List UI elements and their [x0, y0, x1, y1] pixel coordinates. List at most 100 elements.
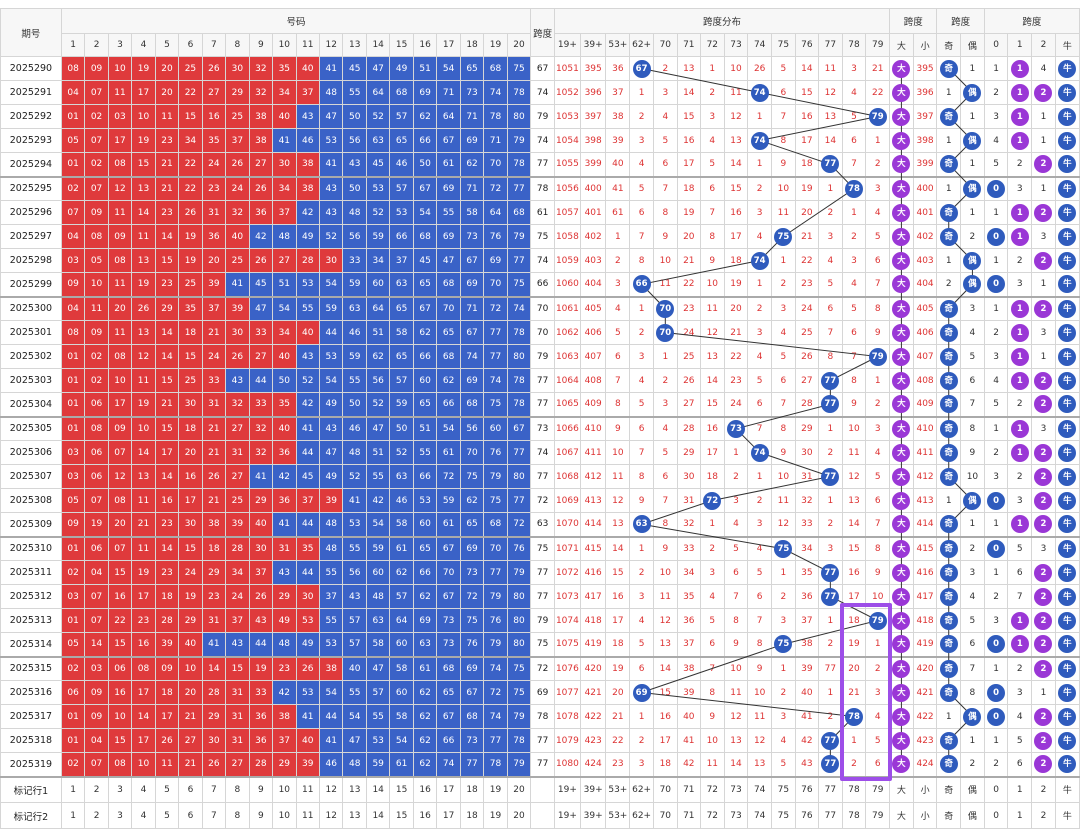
- number-cell: 38: [295, 176, 321, 201]
- number-cell: 08: [131, 656, 156, 681]
- table-row: 2025315 02 03 06 08 09 10 14 15 19 23 26 38 40 47 58 61 6…: [0, 656, 1080, 681]
- number-cell: 10: [84, 272, 109, 298]
- number-cell: 57: [389, 584, 414, 609]
- parity-ball: 奇: [939, 59, 958, 78]
- col-number-20: 20: [506, 33, 532, 57]
- parity-cell: 奇: [936, 728, 962, 753]
- parity-cell: 奇: [936, 224, 962, 249]
- span-dist-cell: 21: [841, 680, 867, 705]
- col-span-74: 74: [747, 33, 773, 57]
- number-cell: 53: [389, 200, 414, 225]
- number-cell: 10: [131, 752, 156, 778]
- parity-cell: 1: [960, 104, 985, 129]
- number-cell: 01: [60, 728, 86, 753]
- number-cell: 48: [342, 752, 367, 778]
- number-cell: 62: [412, 680, 438, 705]
- span-dist-cell: 2: [865, 656, 891, 681]
- span-dist-cell: 8: [841, 368, 867, 393]
- number-cell: 39: [154, 632, 180, 658]
- size-miss-cell: 420: [912, 656, 938, 681]
- mod-next-ball: 牛: [1058, 755, 1077, 774]
- footer-number: 8: [225, 802, 250, 829]
- span-dist-cell: 19: [841, 632, 867, 658]
- period-cell: 2025298: [0, 248, 62, 273]
- mod-next-ball: 牛: [1058, 683, 1077, 702]
- span-dist-cell: 11: [699, 296, 725, 321]
- number-cell: 47: [319, 440, 344, 465]
- number-cell: 44: [295, 560, 321, 585]
- span-dist-cell: 4: [699, 584, 725, 609]
- number-cell: 42: [365, 488, 391, 513]
- size-cell: 大: [889, 728, 914, 753]
- number-cell: 73: [436, 632, 461, 658]
- size-cell: 大: [889, 176, 914, 201]
- number-cell: 22: [178, 80, 203, 105]
- number-cell: 78: [506, 368, 532, 393]
- number-cell: 55: [342, 80, 367, 105]
- span-dist-cell: 5: [771, 56, 796, 81]
- number-cell: 78: [506, 392, 532, 418]
- span-dist-cell: 78: [841, 704, 867, 729]
- period-cell: 2025317: [0, 704, 62, 729]
- span-dist-cell: 3: [771, 704, 796, 729]
- table-row: 2025306 03 06 07 14 17 20 21 31 32 36 44 47 48 51 52 55 6…: [0, 440, 1080, 465]
- span-dist-cell: 410: [579, 416, 607, 441]
- parity-cell: 偶: [960, 704, 985, 729]
- parity-cell: 偶: [960, 80, 985, 105]
- span-dist-cell: 5: [865, 224, 891, 249]
- number-cell: 46: [389, 488, 414, 513]
- span-dist-cell: 17: [841, 584, 867, 609]
- size-cell: 大: [889, 320, 914, 345]
- col-span-53+: 53+: [605, 33, 631, 57]
- size-miss-cell: 396: [912, 80, 938, 105]
- number-cell: 23: [154, 512, 180, 538]
- number-cell: 34: [272, 320, 297, 345]
- number-cell: 23: [154, 128, 180, 153]
- span-dist-cell: 9: [771, 152, 796, 178]
- number-cell: 16: [131, 632, 156, 658]
- number-cell: 21: [201, 440, 227, 465]
- span-dist-cell: 16: [723, 200, 749, 225]
- number-cell: 17: [131, 584, 156, 609]
- span-dist-cell: 7: [652, 176, 678, 201]
- number-cell: 55: [319, 560, 344, 585]
- span-dist-cell: 40: [794, 680, 820, 705]
- span-dist-cell: 22: [794, 248, 820, 273]
- col-mod: 2: [1031, 33, 1056, 57]
- number-cell: 62: [459, 488, 485, 513]
- period-cell: 2025292: [0, 104, 62, 129]
- number-cell: 48: [319, 512, 344, 538]
- span-dist-cell: 401: [579, 200, 607, 225]
- size-ball: 大: [892, 251, 911, 270]
- mod-next-ball: 牛: [1058, 227, 1077, 246]
- number-cell: 53: [295, 608, 321, 633]
- size-ball: 大: [892, 275, 911, 294]
- span-dist-cell: 61: [605, 200, 631, 225]
- span-dist-cell: 10: [771, 464, 796, 489]
- size-ball: 大: [892, 347, 911, 366]
- number-cell: 73: [459, 728, 485, 753]
- number-cell: 11: [131, 488, 156, 513]
- span-dist-cell: 10: [841, 416, 867, 441]
- number-cell: 33: [342, 248, 367, 273]
- number-cell: 02: [60, 656, 86, 681]
- footer-number: 17: [436, 802, 461, 829]
- number-cell: 03: [60, 248, 86, 273]
- span-ball: 77: [821, 731, 840, 750]
- number-cell: 59: [342, 272, 367, 298]
- number-cell: 57: [342, 632, 367, 658]
- size-cell: 大: [889, 200, 914, 225]
- number-cell: 30: [178, 392, 203, 418]
- number-cell: 77: [506, 488, 532, 513]
- span-dist-cell: 5: [629, 632, 654, 658]
- number-cell: 77: [483, 344, 508, 369]
- size-cell: 大: [889, 536, 914, 561]
- number-cell: 17: [154, 440, 180, 465]
- period-cell: 2025304: [0, 392, 62, 418]
- number-cell: 71: [436, 80, 461, 105]
- footer-span-dist: 70: [652, 802, 678, 829]
- period-cell: 2025312: [0, 584, 62, 609]
- span-dist-cell: 22: [865, 80, 891, 105]
- number-cell: 56: [365, 368, 391, 393]
- number-cell: 21: [201, 488, 227, 513]
